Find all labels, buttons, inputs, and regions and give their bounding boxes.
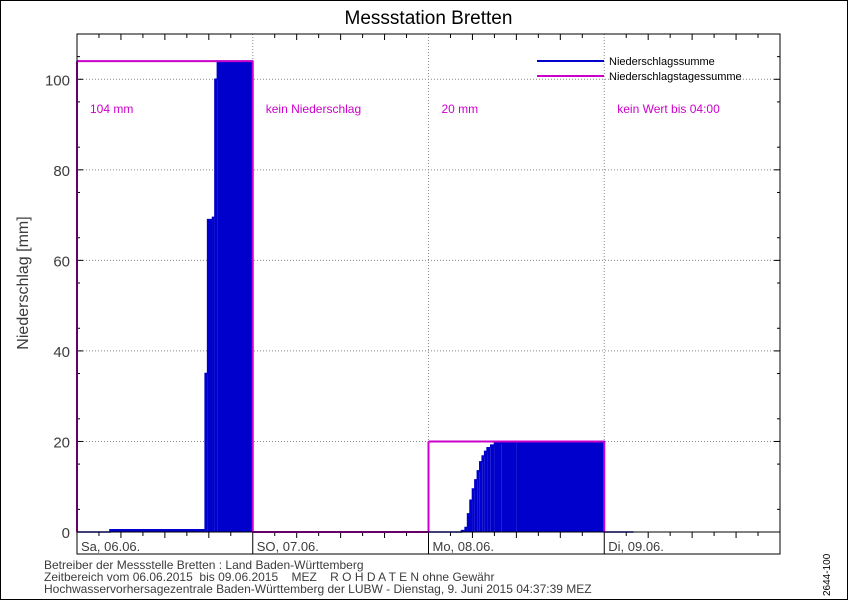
y-tick-label: 20: [53, 434, 70, 451]
x-day-label: SO, 07.06.: [257, 539, 319, 554]
day-annotation: kein Niederschlag: [266, 102, 361, 116]
precip-sum-bar: [494, 443, 502, 532]
precip-sum-bar: [214, 79, 218, 532]
legend-label: Niederschlagssumme: [609, 56, 715, 68]
y-tick-label: 80: [53, 163, 70, 180]
precip-sum-bar: [474, 479, 478, 532]
x-day-label: Mo, 08.06.: [433, 539, 494, 554]
precip-sum-bar: [501, 441, 517, 532]
precip-sum-bar: [479, 461, 483, 532]
precip-sum-bar: [109, 529, 202, 532]
precip-sum-bar: [490, 445, 495, 532]
precip-sum-bar: [201, 529, 206, 532]
footer-operator: Betreiber der Messstelle Bretten : Land …: [44, 558, 364, 572]
precip-sum-bar: [465, 527, 468, 532]
precip-sum-bar: [477, 470, 480, 532]
day-annotation: kein Wert bis 04:00: [617, 102, 720, 116]
precip-sum-bar: [482, 455, 485, 532]
x-day-label: Sa, 06.06.: [81, 539, 140, 554]
day-annotation: 20 mm: [442, 102, 479, 116]
footer-time-range: Zeitbereich vom 06.06.2015 bis 09.06.201…: [44, 570, 495, 584]
y-axis-label: Niederschlag [mm]: [15, 216, 32, 349]
precip-sum-bar: [469, 500, 473, 532]
y-tick-label: 0: [62, 525, 70, 542]
precip-sum-bar: [487, 447, 491, 532]
precip-sum-line: [77, 60, 634, 533]
precip-sum-bar: [467, 513, 470, 532]
precip-sum-bar: [207, 219, 213, 533]
precip-sum-bar: [472, 488, 475, 532]
y-tick-label: 100: [45, 72, 70, 89]
precip-sum-bar: [205, 373, 208, 532]
y-tick-label: 40: [53, 344, 70, 361]
precip-sum-bar: [212, 217, 215, 532]
precip-sum-bar: [516, 441, 605, 532]
precip-sum-bar: [484, 451, 488, 532]
x-day-label: Di, 09.06.: [608, 539, 664, 554]
chart-title: Messstation Bretten: [345, 8, 513, 29]
y-tick-label: 60: [53, 253, 70, 270]
plot-border: [76, 33, 781, 555]
footer-source: Hochwasservorhersagezentrale Baden-Württ…: [44, 582, 592, 596]
day-annotation: 104 mm: [90, 102, 133, 116]
side-code: 2644-100: [822, 553, 833, 596]
precip-sum-bar: [217, 61, 253, 532]
legend-label: Niederschlagstagessumme: [609, 71, 742, 83]
